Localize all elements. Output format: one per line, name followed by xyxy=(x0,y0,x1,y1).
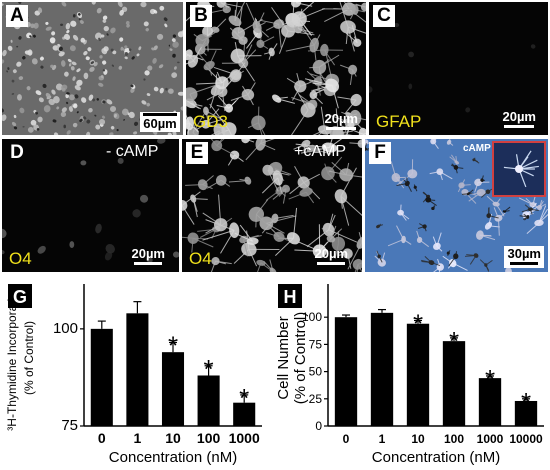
panel-b: B GD3 20µm xyxy=(186,2,366,135)
x-tick-label: 0 xyxy=(343,432,350,446)
panel-b-letter: B xyxy=(190,5,212,27)
x-tick-label: 0 xyxy=(98,430,106,446)
panel-letter: H xyxy=(284,287,297,307)
bar xyxy=(233,402,256,426)
cell-cluster xyxy=(186,2,366,135)
panel-e-image xyxy=(182,139,362,272)
panel-f-scale-bar: 30µm xyxy=(504,246,544,268)
x-tick-label: 10 xyxy=(165,430,181,446)
bar xyxy=(334,317,358,426)
x-tick-label: 10 xyxy=(411,432,425,446)
x-tick-label: 100 xyxy=(444,432,464,446)
significance-star: * xyxy=(204,354,214,384)
x-tick-label: 100 xyxy=(197,430,221,446)
panel-c-stain-label: GFAP xyxy=(376,112,422,131)
x-tick-label: 1 xyxy=(134,430,142,446)
panel-c-scale-bar: 20µm xyxy=(502,110,536,129)
y-axis-label: Cell Number xyxy=(275,316,292,399)
panel-f-letter: F xyxy=(369,142,391,164)
x-tick-label: 1 xyxy=(379,432,386,446)
panel-c-scale-label: 20µm xyxy=(502,109,536,124)
panel-d-scale-bar: 20µm xyxy=(131,247,165,266)
x-axis-label: Concentration (nM) xyxy=(109,449,237,466)
significance-star: * xyxy=(449,326,459,356)
bar xyxy=(442,341,466,426)
panel-e-letter: E xyxy=(186,142,208,164)
cell-cluster xyxy=(182,139,362,272)
panel-e-scale-bar: 20µm xyxy=(314,247,348,266)
cell-cluster xyxy=(365,143,539,272)
panel-letter: G xyxy=(13,287,27,307)
x-tick-label: 1000 xyxy=(477,432,504,446)
panel-d-condition-label: - cAMP xyxy=(106,143,159,160)
panel-d-letter: D xyxy=(10,142,24,163)
panel-e-condition-label: +cAMP xyxy=(294,143,347,160)
significance-star: * xyxy=(485,364,495,394)
panel-e-stain-label: O4 xyxy=(189,249,212,268)
panel-g-chart: 75 100 0 1 * 10 * 100 * 1000 Concentration (nM) ³H-… xyxy=(0,278,272,470)
cell-cluster xyxy=(2,2,183,135)
y-tick-label: 75 xyxy=(309,337,323,351)
panel-d: D - cAMP O4 20µm xyxy=(2,139,179,272)
y-axis-label-units: (% of Control) xyxy=(292,312,309,405)
panel-c-image xyxy=(369,23,536,113)
panel-c-letter: C xyxy=(373,5,395,27)
panel-b-scale-label: 20µm xyxy=(324,111,358,126)
panel-letter-box xyxy=(278,284,302,308)
y-tick-label: 25 xyxy=(309,392,323,406)
cell-cluster xyxy=(369,23,536,113)
y-tick-label: 0 xyxy=(315,419,322,433)
panel-letter-box xyxy=(8,284,32,308)
y-tick-label: 100 xyxy=(53,320,78,337)
bar xyxy=(161,352,185,426)
inset-box xyxy=(492,141,546,197)
x-axis-label: Concentration (nM) xyxy=(372,449,500,466)
significance-star: * xyxy=(168,330,178,360)
panel-h-chart: 0 25 50 75 100 0 1 * 10 * 100 * 1000 * 10000 Concentrat… xyxy=(274,278,550,470)
panel-a-scale-bar: 60µm xyxy=(140,112,180,132)
panel-b-scale-bar: 20µm xyxy=(324,112,358,131)
cell-cluster xyxy=(2,139,179,263)
panel-e: E +cAMP O4 20µm xyxy=(182,139,362,272)
y-tick-label: 50 xyxy=(309,365,323,379)
significance-star: * xyxy=(413,308,423,338)
bar xyxy=(197,375,220,426)
y-tick-label: 100 xyxy=(302,310,322,324)
panel-c: C GFAP 20µm xyxy=(369,2,548,135)
bar xyxy=(370,312,394,426)
x-tick-label: 10000 xyxy=(509,432,543,446)
bar xyxy=(514,400,538,426)
panel-a-scale-label: 60µm xyxy=(143,116,177,131)
panel-f-inset-label: cAMP xyxy=(463,143,491,154)
panel-a-image xyxy=(2,2,183,135)
panel-e-scale-label: 20µm xyxy=(314,246,348,261)
panel-d-image xyxy=(2,139,179,263)
panel-f-scale-label: 30µm xyxy=(507,246,541,261)
panel-a-letter: A xyxy=(6,5,28,27)
panel-d-stain-label: O4 xyxy=(9,249,32,268)
bar xyxy=(406,323,430,426)
x-tick-label: 1000 xyxy=(229,430,260,446)
panel-a: A 60µm xyxy=(2,2,183,135)
panel-f: F cAMP 30µm xyxy=(365,139,548,272)
y-axis-label-units: (% of Control) xyxy=(22,321,36,395)
bar xyxy=(90,328,113,426)
y-tick-label: 75 xyxy=(61,417,78,434)
bar xyxy=(126,313,149,426)
y-axis-label: ³H-Thymidine Incorporation xyxy=(5,285,19,430)
significance-star: * xyxy=(239,383,249,413)
panel-b-stain-label: GD3 xyxy=(193,112,228,131)
bar xyxy=(478,378,502,426)
significance-star: * xyxy=(521,387,531,417)
panel-d-scale-label: 20µm xyxy=(131,246,165,261)
panel-b-image xyxy=(186,2,366,135)
panel-f-image xyxy=(365,139,548,272)
